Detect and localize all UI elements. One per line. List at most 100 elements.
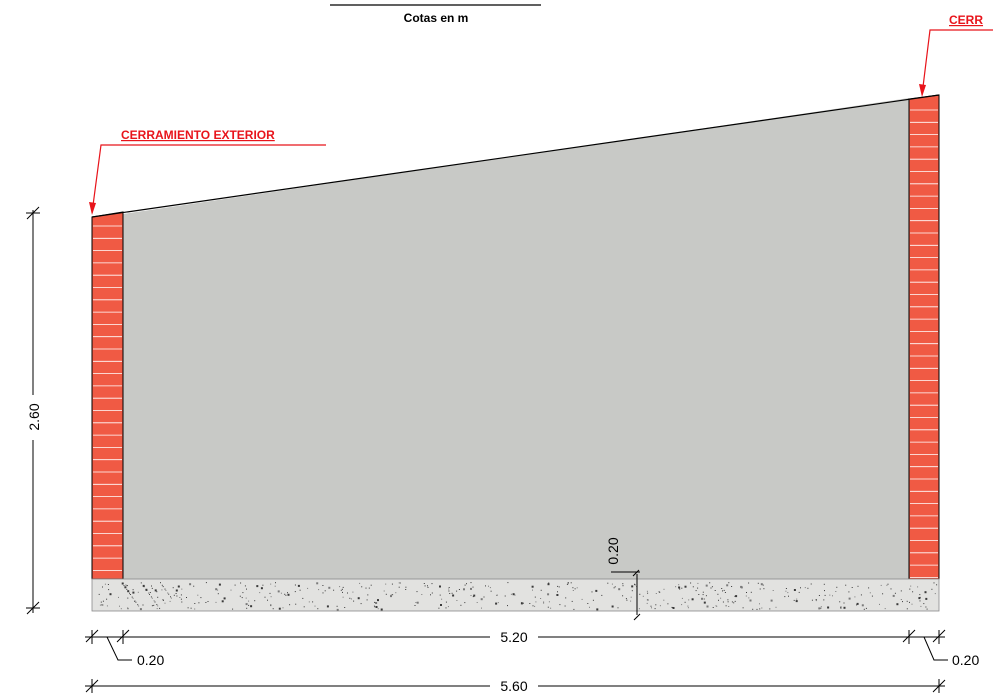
- aggregate-dot: [900, 599, 902, 600]
- aggregate-dot: [735, 595, 738, 598]
- aggregate-dot: [716, 605, 718, 607]
- aggregate-dot: [574, 588, 576, 590]
- aggregate-dot: [529, 603, 531, 604]
- aggregate-dot: [543, 602, 545, 604]
- aggregate-dot: [289, 604, 291, 606]
- aggregate-dot: [163, 599, 164, 601]
- aggregate-dot: [639, 593, 641, 595]
- aggregate-dot: [179, 597, 181, 598]
- aggregate-dot: [909, 588, 911, 590]
- aggregate-dot: [759, 588, 761, 590]
- units-note: Cotas en m: [404, 11, 469, 25]
- aggregate-dot: [936, 584, 938, 586]
- aggregate-dot: [423, 583, 425, 584]
- aggregate-dot: [684, 585, 687, 588]
- aggregate-dot: [710, 587, 712, 589]
- aggregate-dot: [634, 584, 636, 586]
- aggregate-dot: [248, 600, 250, 602]
- aggregate-dot: [567, 583, 569, 585]
- aggregate-dot: [718, 599, 719, 601]
- aggregate-dot: [787, 592, 789, 594]
- aggregate-dot: [722, 590, 723, 592]
- aggregate-dot: [617, 607, 619, 609]
- aggregate-dot: [448, 587, 450, 588]
- aggregate-dot: [684, 601, 686, 603]
- aggregate-dot: [531, 585, 534, 588]
- aggregate-dot: [439, 585, 441, 588]
- aggregate-dot: [186, 597, 187, 598]
- aggregate-dot: [312, 601, 314, 603]
- aggregate-dot: [405, 589, 407, 590]
- aggregate-dot: [142, 584, 145, 587]
- aggregate-dot: [170, 597, 172, 599]
- aggregate-dot: [342, 586, 344, 588]
- aggregate-dot: [385, 583, 387, 585]
- aggregate-dot: [162, 599, 164, 601]
- aggregate-dot: [317, 608, 319, 610]
- aggregate-dot: [284, 593, 286, 595]
- aggregate-dot: [507, 605, 508, 607]
- aggregate-dot: [795, 600, 798, 603]
- aggregate-dot: [618, 588, 621, 591]
- aggregate-dot: [761, 607, 763, 609]
- aggregate-dot: [318, 589, 320, 591]
- aggregate-dot: [241, 597, 243, 599]
- aggregate-dot: [175, 593, 177, 594]
- aggregate-dot: [449, 593, 451, 594]
- aggregate-dot: [532, 605, 534, 607]
- aggregate-dot: [151, 585, 152, 587]
- aggregate-dot: [659, 605, 661, 607]
- aggregate-dot: [102, 604, 104, 606]
- aggregate-dot: [123, 585, 125, 587]
- aggregate-dot: [734, 595, 736, 597]
- aggregate-dot: [611, 583, 613, 585]
- aggregate-dot: [421, 594, 423, 595]
- aggregate-dot: [180, 598, 182, 600]
- aggregate-dot: [879, 603, 880, 605]
- aggregate-dot: [302, 597, 304, 599]
- aggregate-dot: [695, 590, 697, 592]
- aggregate-dot: [349, 597, 351, 599]
- aggregate-dot: [496, 594, 498, 596]
- aggregate-dot: [324, 590, 326, 592]
- aggregate-dot: [333, 589, 335, 591]
- aggregate-dot: [240, 582, 242, 584]
- aggregate-dot: [923, 603, 925, 605]
- aggregate-dot: [275, 582, 276, 584]
- aggregate-dot: [375, 606, 378, 608]
- aggregate-dot: [270, 583, 272, 585]
- aggregate-dot: [679, 588, 681, 590]
- aggregate-dot: [712, 607, 714, 608]
- aggregate-dot: [690, 582, 692, 584]
- aggregate-dot: [189, 583, 192, 586]
- aggregate-dot: [510, 593, 512, 595]
- aggregate-dot: [592, 599, 594, 601]
- left-wall-thickness-label: 0.20: [137, 652, 164, 668]
- aggregate-dot: [614, 586, 616, 588]
- aggregate-dot: [137, 604, 139, 606]
- aggregate-dot: [925, 597, 928, 600]
- aggregate-dot: [655, 593, 657, 594]
- aggregate-dot: [667, 603, 669, 605]
- aggregate-dot: [483, 596, 485, 598]
- aggregate-dot: [788, 595, 789, 597]
- aggregate-dot: [154, 601, 156, 603]
- aggregate-dot: [350, 598, 352, 600]
- aggregate-dot: [646, 590, 648, 592]
- aggregate-dot: [675, 586, 677, 588]
- aggregate-dot: [900, 590, 902, 592]
- aggregate-dot: [246, 588, 247, 590]
- aggregate-dot: [244, 585, 246, 587]
- slab-aggregate-pattern: [98, 582, 938, 611]
- aggregate-dot: [259, 592, 261, 594]
- aggregate-dot: [107, 584, 109, 585]
- aggregate-dot: [336, 605, 338, 607]
- aggregate-dot: [752, 608, 754, 610]
- aggregate-dot: [250, 605, 253, 608]
- aggregate-dot: [303, 606, 305, 608]
- aggregate-dot: [347, 592, 348, 594]
- aggregate-dot: [512, 593, 515, 596]
- aggregate-dot: [470, 582, 472, 584]
- aggregate-dot: [571, 600, 573, 602]
- aggregate-dot: [424, 585, 426, 587]
